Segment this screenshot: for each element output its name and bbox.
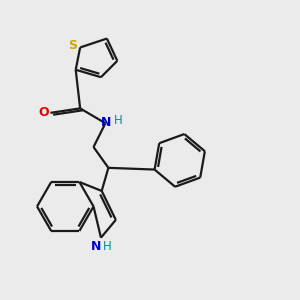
- Text: H: H: [103, 239, 111, 253]
- Text: S: S: [68, 39, 77, 52]
- Text: H: H: [113, 114, 122, 127]
- Text: N: N: [101, 116, 111, 129]
- Text: O: O: [39, 106, 49, 119]
- Text: N: N: [91, 239, 102, 253]
